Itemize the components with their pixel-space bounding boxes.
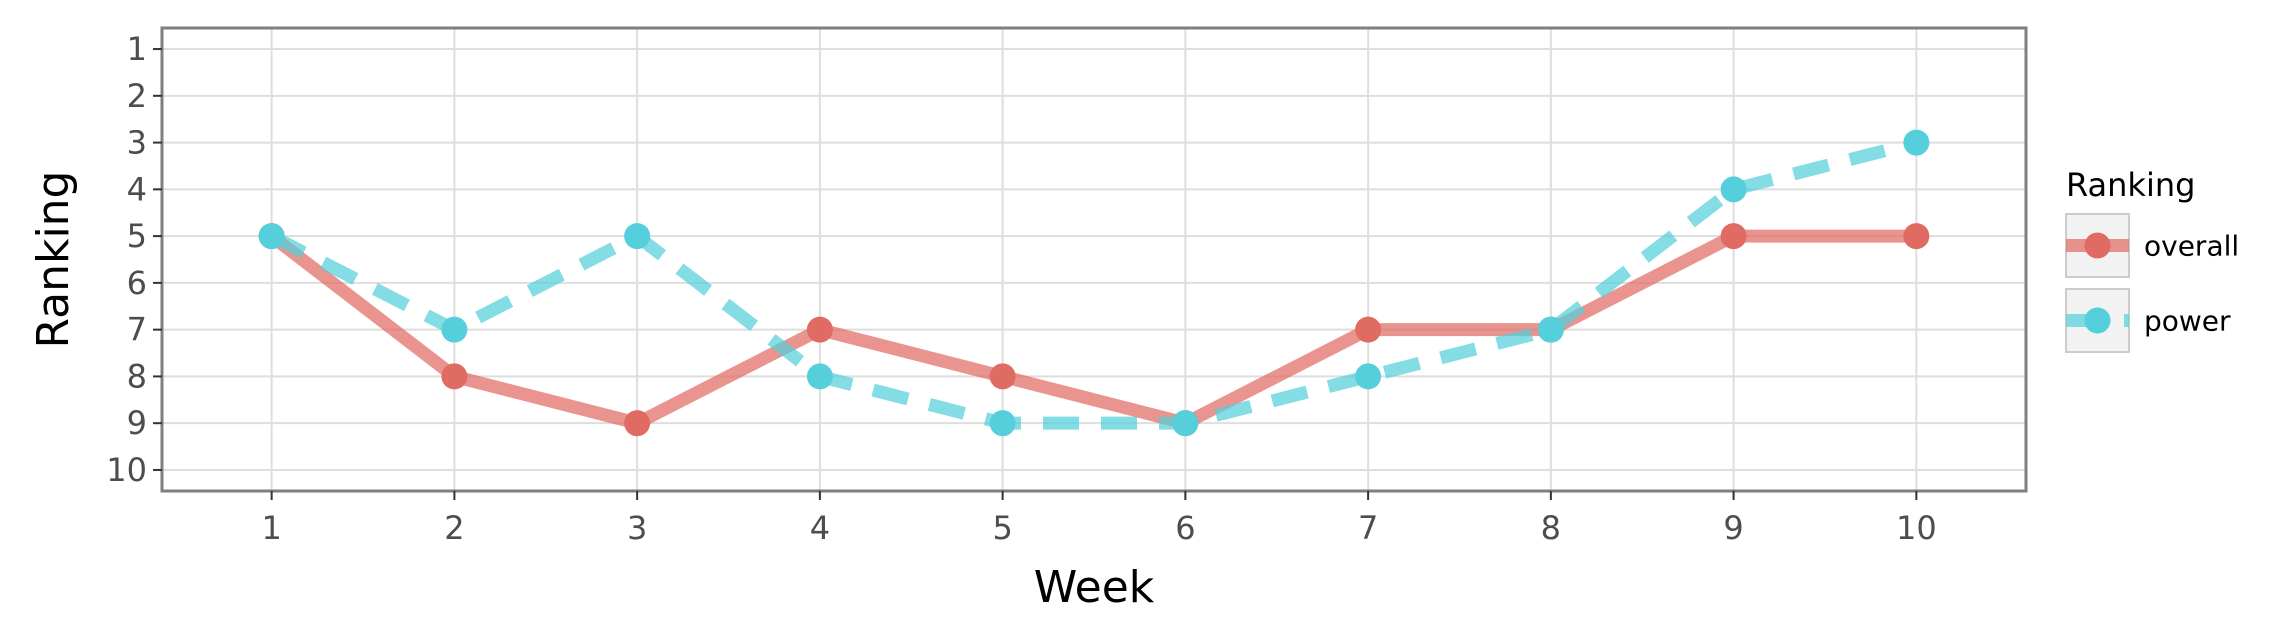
data-point-power (624, 223, 651, 250)
y-tick-label: 8 (127, 357, 147, 395)
x-tick-label: 3 (627, 509, 647, 547)
x-tick-label: 4 (810, 509, 830, 547)
data-point-power (1720, 176, 1747, 203)
x-tick-label: 2 (444, 509, 464, 547)
data-point-overall (1720, 223, 1747, 250)
data-point-power (1172, 410, 1199, 437)
x-tick-label: 9 (1723, 509, 1743, 547)
series-layer (258, 129, 1930, 437)
data-point-power (1355, 363, 1382, 390)
y-tick-label: 3 (127, 124, 147, 162)
legend-label-overall: overall (2144, 230, 2239, 263)
x-tick-label: 5 (992, 509, 1012, 547)
data-point-overall (806, 316, 833, 343)
y-axis-title: Ranking (28, 171, 79, 349)
legend-title: Ranking (2066, 166, 2195, 204)
y-tick-label: 9 (127, 404, 147, 442)
data-point-power (441, 316, 468, 343)
data-point-overall (1903, 223, 1930, 250)
x-tick-label: 6 (1175, 509, 1195, 547)
axis-ticks: 1 2 3 4 5 6 7 8 9 10 1 2 3 4 5 6 7 8 9 10 (106, 30, 1936, 547)
data-point-power (1537, 316, 1564, 343)
x-tick-label: 8 (1541, 509, 1561, 547)
legend: Ranking overall power (2065, 166, 2239, 353)
plot-frame (160, 26, 2028, 493)
data-point-overall (624, 410, 651, 437)
x-tick-label: 1 (261, 509, 281, 547)
y-tick-label: 1 (127, 30, 147, 68)
y-tick-label: 2 (127, 77, 147, 115)
grid-lines (162, 28, 2026, 491)
y-tick-label: 6 (127, 264, 147, 302)
legend-label-power: power (2144, 305, 2231, 338)
data-point-power (1903, 129, 1930, 156)
data-point-overall (1355, 316, 1382, 343)
x-axis-title: Week (1034, 562, 1155, 613)
legend-marker-overall (2084, 232, 2111, 259)
y-tick-label: 7 (127, 311, 147, 349)
data-point-overall (989, 363, 1016, 390)
data-point-overall (441, 363, 468, 390)
legend-marker-power (2084, 307, 2111, 334)
x-tick-label: 7 (1358, 509, 1378, 547)
series-line-power (268, 136, 1918, 430)
data-point-power (258, 223, 285, 250)
data-point-power (806, 363, 833, 390)
data-point-power (989, 410, 1016, 437)
y-tick-label: 4 (127, 170, 147, 208)
x-tick-label: 10 (1896, 509, 1937, 547)
series-line-overall (267, 229, 1917, 430)
y-tick-label: 10 (106, 451, 147, 489)
y-tick-label: 5 (127, 217, 147, 255)
